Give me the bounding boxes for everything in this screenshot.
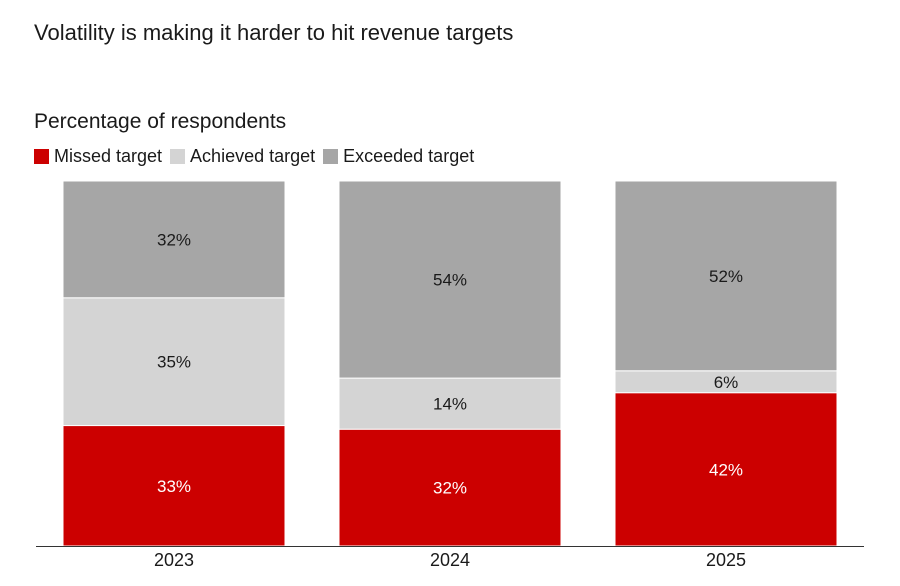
data-label-2024-1: 14%	[433, 395, 467, 414]
legend-swatch-exceeded	[323, 149, 339, 164]
data-label-2023-2: 32%	[157, 230, 191, 249]
x-tick-label-2023: 2023	[154, 550, 194, 570]
legend-item-missed: Missed target	[34, 146, 162, 167]
legend-swatch-missed	[34, 149, 49, 164]
legend-label-exceeded: Exceeded target	[343, 146, 475, 166]
bar-segment-2025-2	[614, 180, 838, 372]
legend-label-achieved: Achieved target	[190, 146, 316, 166]
legend-item-exceeded: Exceeded target	[323, 146, 474, 167]
legend-swatch-achieved	[170, 149, 186, 164]
legend-label-missed: Missed target	[54, 146, 163, 166]
data-label-2025-2: 52%	[709, 267, 743, 286]
bar-segment-2024-1	[338, 377, 562, 430]
bar-segment-2023-0	[62, 425, 286, 547]
chart-subtitle: Percentage of respondents	[34, 110, 287, 133]
data-label-2025-1: 6%	[714, 373, 739, 392]
data-label-2024-2: 54%	[433, 271, 467, 290]
legend: Missed target Achieved target Exceeded t…	[34, 146, 482, 167]
data-label-2025-0: 42%	[709, 460, 743, 479]
legend-item-achieved: Achieved target	[170, 146, 315, 167]
x-tick-label-2025: 2025	[706, 550, 746, 570]
chart-title: Volatility is making it harder to hit re…	[34, 20, 514, 45]
data-label-2023-0: 33%	[157, 477, 191, 496]
data-label-2024-0: 32%	[433, 479, 467, 498]
data-label-2023-1: 35%	[157, 353, 191, 372]
bar-segment-2024-2	[338, 180, 562, 379]
bar-segment-2024-0	[338, 428, 562, 547]
x-tick-label-2024: 2024	[430, 550, 470, 570]
bar-segment-2023-2	[62, 180, 286, 299]
